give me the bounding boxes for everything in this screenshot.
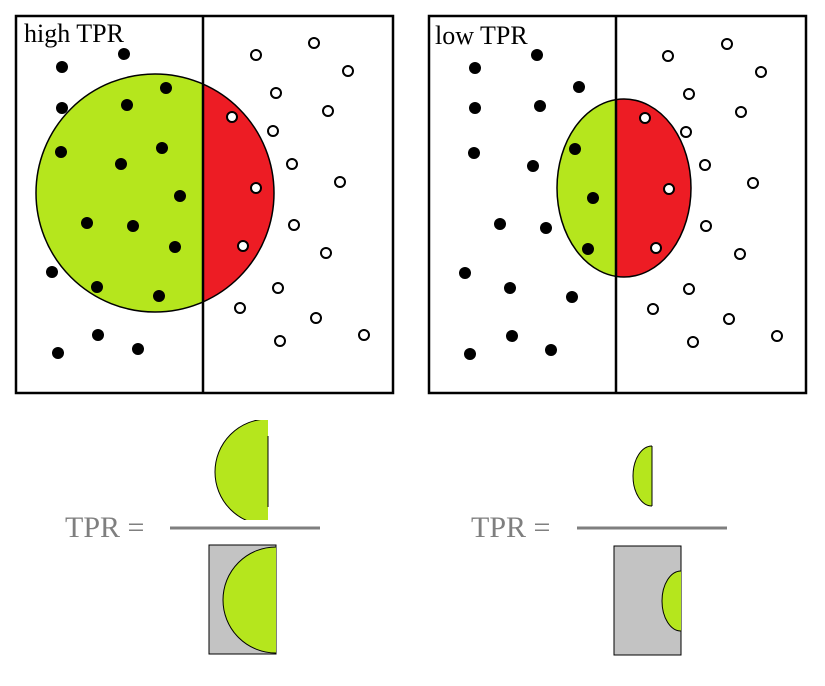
negative-sample-dot bbox=[272, 282, 284, 294]
negative-sample-dot bbox=[687, 336, 699, 348]
negative-sample-dot bbox=[342, 65, 354, 77]
positive-sample-dot bbox=[174, 190, 186, 202]
positive-sample-dot bbox=[127, 220, 139, 232]
positive-sample-dot bbox=[55, 146, 67, 158]
negative-sample-dot bbox=[647, 303, 659, 315]
panel-title: low TPR bbox=[435, 21, 528, 50]
predicted-positive-region bbox=[35, 73, 203, 313]
negative-sample-dot bbox=[226, 111, 238, 123]
positive-sample-dot bbox=[115, 158, 127, 170]
negative-sample-dot bbox=[683, 88, 695, 100]
positive-sample-dot bbox=[506, 330, 518, 342]
positive-sample-dot bbox=[46, 266, 58, 278]
positive-sample-dot bbox=[169, 241, 181, 253]
equation-low-tpr: TPR = bbox=[471, 445, 727, 656]
positive-sample-dot bbox=[121, 99, 133, 111]
negative-sample-dot bbox=[639, 112, 651, 124]
positive-sample-dot bbox=[160, 82, 172, 94]
negative-sample-dot bbox=[286, 158, 298, 170]
positive-sample-dot bbox=[569, 143, 581, 155]
positive-sample-dot bbox=[156, 142, 168, 154]
negative-sample-dot bbox=[250, 182, 262, 194]
negative-samples bbox=[639, 38, 783, 348]
negative-sample-dot bbox=[747, 177, 759, 189]
positive-sample-dot bbox=[468, 147, 480, 159]
equation-high-tpr: TPR = bbox=[65, 420, 320, 655]
negative-sample-dot bbox=[334, 176, 346, 188]
equation-label: TPR = bbox=[65, 511, 144, 544]
positive-samples bbox=[459, 49, 599, 360]
positive-sample-dot bbox=[494, 218, 506, 230]
negative-sample-dot bbox=[250, 49, 262, 61]
positive-samples bbox=[46, 48, 186, 359]
negative-sample-dot bbox=[735, 106, 747, 118]
positive-sample-dot bbox=[540, 222, 552, 234]
negative-sample-dot bbox=[723, 313, 735, 325]
false-positive-region bbox=[616, 98, 692, 278]
negative-sample-dot bbox=[288, 219, 300, 231]
negative-sample-dot bbox=[308, 37, 320, 49]
negative-sample-dot bbox=[734, 248, 746, 260]
denominator-true-positives bbox=[661, 570, 681, 632]
positive-sample-dot bbox=[464, 348, 476, 360]
negative-sample-dot bbox=[650, 242, 662, 254]
negative-sample-dot bbox=[237, 240, 249, 252]
positive-sample-dot bbox=[132, 343, 144, 355]
positive-sample-dot bbox=[531, 49, 543, 61]
panel-title: high TPR bbox=[24, 19, 125, 48]
positive-sample-dot bbox=[91, 281, 103, 293]
positive-sample-dot bbox=[582, 243, 594, 255]
denominator-all-positives bbox=[613, 545, 682, 656]
negative-sample-dot bbox=[267, 125, 279, 137]
negative-sample-dot bbox=[270, 87, 282, 99]
positive-sample-dot bbox=[56, 102, 68, 114]
denominator-true-positives bbox=[222, 546, 276, 654]
positive-sample-dot bbox=[573, 81, 585, 93]
negative-sample-dot bbox=[680, 126, 692, 138]
negative-sample-dot bbox=[683, 283, 695, 295]
positive-sample-dot bbox=[56, 61, 68, 73]
positive-sample-dot bbox=[469, 62, 481, 74]
negative-sample-dot bbox=[700, 220, 712, 232]
panel-high-tpr: high TPR bbox=[14, 14, 395, 395]
false-positive-region bbox=[203, 83, 275, 303]
negative-sample-dot bbox=[771, 330, 783, 342]
positive-sample-dot bbox=[52, 347, 64, 359]
negative-sample-dot bbox=[234, 302, 246, 314]
negative-sample-dot bbox=[274, 335, 286, 347]
positive-sample-dot bbox=[81, 217, 93, 229]
negative-sample-dot bbox=[358, 329, 370, 341]
positive-sample-dot bbox=[587, 192, 599, 204]
panel-low-tpr: low TPR bbox=[427, 14, 808, 395]
positive-sample-dot bbox=[469, 102, 481, 114]
positive-sample-dot bbox=[545, 344, 557, 356]
positive-sample-dot bbox=[153, 290, 165, 302]
positive-sample-dot bbox=[566, 291, 578, 303]
negative-sample-dot bbox=[755, 66, 767, 78]
negative-sample-dot bbox=[322, 105, 334, 117]
predicted-positive-region bbox=[556, 98, 616, 278]
positive-sample-dot bbox=[504, 282, 516, 294]
positive-sample-dot bbox=[534, 100, 546, 112]
negative-samples bbox=[226, 37, 370, 347]
positive-sample-dot bbox=[459, 267, 471, 279]
positive-sample-dot bbox=[118, 48, 130, 60]
positive-sample-dot bbox=[527, 160, 539, 172]
negative-sample-dot bbox=[699, 159, 711, 171]
negative-sample-dot bbox=[721, 38, 733, 50]
numerator-true-positives bbox=[214, 420, 268, 520]
numerator-true-positives bbox=[632, 445, 652, 507]
negative-sample-dot bbox=[662, 50, 674, 62]
negative-sample-dot bbox=[310, 312, 322, 324]
negative-sample-dot bbox=[663, 183, 675, 195]
equation-label: TPR = bbox=[471, 511, 550, 544]
positive-sample-dot bbox=[92, 329, 104, 341]
negative-sample-dot bbox=[320, 247, 332, 259]
